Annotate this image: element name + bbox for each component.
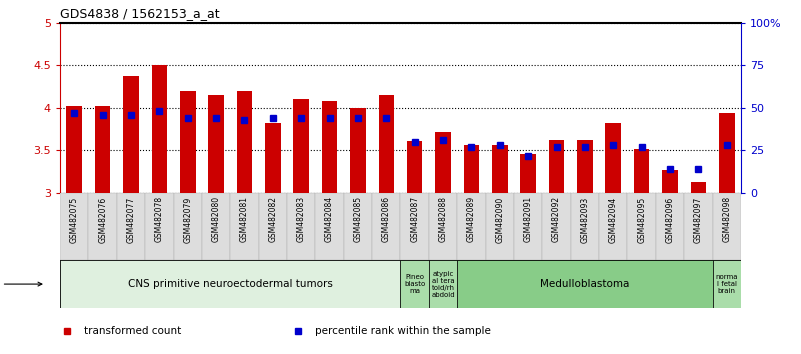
Text: GSM482080: GSM482080 <box>211 196 220 242</box>
Bar <box>435 132 451 193</box>
Text: atypic
al tera
toid/rh
abdoid: atypic al tera toid/rh abdoid <box>431 270 455 298</box>
Bar <box>662 170 678 193</box>
Bar <box>60 260 400 308</box>
Bar <box>379 95 394 193</box>
Text: GSM482095: GSM482095 <box>637 196 646 242</box>
Text: GSM482096: GSM482096 <box>666 196 674 242</box>
Bar <box>684 193 713 260</box>
Text: Medulloblastoma: Medulloblastoma <box>540 279 630 289</box>
Bar <box>66 106 82 193</box>
Text: GSM482098: GSM482098 <box>723 196 731 242</box>
Text: GSM482076: GSM482076 <box>99 196 107 242</box>
Bar <box>60 193 88 260</box>
Text: Pineo
blasto
ma: Pineo blasto ma <box>404 274 425 294</box>
Text: GSM482079: GSM482079 <box>183 196 192 242</box>
Bar <box>180 91 195 193</box>
Bar <box>174 193 202 260</box>
Text: GSM482087: GSM482087 <box>410 196 419 242</box>
Bar <box>145 193 174 260</box>
Bar <box>457 193 485 260</box>
Text: GSM482081: GSM482081 <box>240 196 249 242</box>
Text: transformed count: transformed count <box>84 326 181 336</box>
Bar <box>429 193 457 260</box>
Bar <box>88 193 117 260</box>
Bar <box>549 140 565 193</box>
Bar <box>350 108 366 193</box>
Bar <box>400 193 429 260</box>
Text: GSM482097: GSM482097 <box>694 196 702 242</box>
Bar <box>400 260 429 308</box>
Bar <box>521 154 536 193</box>
Bar <box>322 101 337 193</box>
Bar <box>372 193 400 260</box>
Bar <box>634 149 650 193</box>
Text: percentile rank within the sample: percentile rank within the sample <box>316 326 491 336</box>
Text: GSM482089: GSM482089 <box>467 196 476 242</box>
Text: GDS4838 / 1562153_a_at: GDS4838 / 1562153_a_at <box>60 7 219 21</box>
Text: norma
l fetal
brain: norma l fetal brain <box>715 274 738 294</box>
Bar <box>259 193 287 260</box>
Text: GSM482085: GSM482085 <box>353 196 362 242</box>
Text: GSM482091: GSM482091 <box>524 196 533 242</box>
Bar <box>316 193 344 260</box>
Text: GSM482088: GSM482088 <box>439 196 448 242</box>
Bar <box>457 260 713 308</box>
Bar <box>514 193 542 260</box>
Text: GSM482078: GSM482078 <box>155 196 164 242</box>
Bar <box>407 141 422 193</box>
Bar <box>713 260 741 308</box>
Text: GSM482092: GSM482092 <box>552 196 561 242</box>
Bar <box>231 193 259 260</box>
Bar <box>599 193 627 260</box>
Text: CNS primitive neuroectodermal tumors: CNS primitive neuroectodermal tumors <box>128 279 332 289</box>
Text: GSM482075: GSM482075 <box>70 196 78 242</box>
Bar <box>236 91 252 193</box>
Bar <box>606 123 621 193</box>
Bar <box>713 193 741 260</box>
Bar <box>627 193 656 260</box>
Text: GSM482082: GSM482082 <box>268 196 277 242</box>
Bar <box>344 193 372 260</box>
Text: GSM482090: GSM482090 <box>495 196 505 242</box>
Bar <box>151 65 167 193</box>
Text: GSM482094: GSM482094 <box>609 196 618 242</box>
Bar <box>123 76 139 193</box>
Bar <box>570 193 599 260</box>
Bar <box>429 260 457 308</box>
Text: disease state: disease state <box>0 279 42 289</box>
Bar <box>690 182 706 193</box>
Bar <box>265 123 280 193</box>
Bar <box>95 106 111 193</box>
Bar <box>577 140 593 193</box>
Text: GSM482083: GSM482083 <box>296 196 306 242</box>
Bar <box>464 145 479 193</box>
Bar <box>485 193 514 260</box>
Bar <box>656 193 684 260</box>
Bar <box>208 95 224 193</box>
Bar <box>287 193 316 260</box>
Bar <box>719 113 735 193</box>
Text: GSM482093: GSM482093 <box>581 196 590 242</box>
Text: GSM482084: GSM482084 <box>325 196 334 242</box>
Bar <box>117 193 145 260</box>
Bar <box>202 193 231 260</box>
Bar <box>492 145 508 193</box>
Text: GSM482086: GSM482086 <box>382 196 391 242</box>
Bar <box>542 193 570 260</box>
Bar <box>293 99 309 193</box>
Text: GSM482077: GSM482077 <box>127 196 135 242</box>
